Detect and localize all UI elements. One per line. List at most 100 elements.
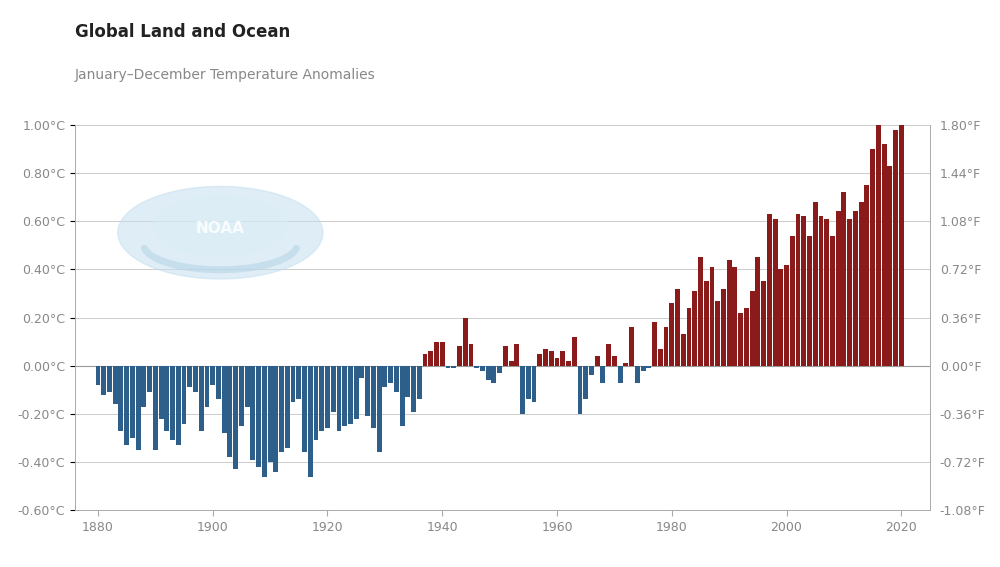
Bar: [853, 211, 858, 366]
Bar: [417, 366, 422, 400]
Bar: [176, 366, 181, 445]
Bar: [641, 366, 646, 371]
Bar: [807, 236, 812, 366]
Bar: [715, 301, 720, 366]
Bar: [612, 356, 617, 366]
Text: NOAA: NOAA: [196, 221, 245, 235]
Bar: [721, 289, 726, 366]
Bar: [543, 349, 548, 366]
Bar: [469, 344, 473, 366]
Bar: [308, 366, 313, 476]
Bar: [428, 352, 433, 366]
Bar: [342, 366, 347, 426]
Bar: [767, 214, 772, 366]
Bar: [698, 257, 703, 366]
Bar: [256, 366, 261, 467]
Bar: [738, 313, 743, 366]
Bar: [371, 366, 376, 429]
Bar: [692, 291, 697, 366]
Bar: [710, 267, 714, 366]
Bar: [159, 366, 164, 418]
Bar: [118, 366, 123, 431]
Bar: [824, 219, 829, 366]
Circle shape: [154, 196, 287, 256]
Bar: [859, 202, 864, 366]
Bar: [606, 344, 611, 366]
Bar: [319, 366, 324, 431]
Bar: [440, 341, 445, 366]
Bar: [331, 366, 336, 412]
Bar: [819, 217, 823, 366]
Bar: [325, 366, 330, 429]
Bar: [262, 366, 267, 476]
Bar: [187, 366, 192, 387]
Bar: [222, 366, 227, 433]
Bar: [784, 265, 789, 366]
Bar: [732, 267, 737, 366]
Bar: [618, 366, 623, 383]
Bar: [790, 236, 795, 366]
Bar: [681, 335, 686, 366]
Bar: [497, 366, 502, 373]
Bar: [216, 366, 221, 400]
Bar: [687, 308, 691, 366]
Bar: [623, 363, 628, 366]
Bar: [503, 346, 508, 366]
Bar: [537, 354, 542, 366]
Bar: [801, 217, 806, 366]
Bar: [405, 366, 410, 397]
Bar: [268, 366, 273, 462]
Bar: [365, 366, 370, 416]
Bar: [170, 366, 175, 441]
Bar: [899, 120, 904, 366]
Bar: [480, 366, 485, 371]
Bar: [532, 366, 536, 402]
Text: Global Land and Ocean: Global Land and Ocean: [75, 23, 290, 41]
Bar: [348, 366, 353, 424]
Bar: [526, 366, 531, 400]
Bar: [245, 366, 250, 407]
Bar: [583, 366, 588, 400]
Bar: [291, 366, 295, 402]
Bar: [205, 366, 209, 407]
Bar: [486, 366, 491, 380]
Bar: [841, 192, 846, 366]
Bar: [578, 366, 582, 414]
Bar: [400, 366, 405, 426]
Bar: [227, 366, 232, 457]
Bar: [474, 366, 479, 368]
Bar: [354, 366, 359, 418]
Bar: [101, 366, 106, 395]
Bar: [302, 366, 307, 452]
Bar: [164, 366, 169, 431]
Bar: [210, 366, 215, 385]
Bar: [182, 366, 186, 424]
Bar: [520, 366, 525, 414]
Bar: [652, 323, 657, 366]
Bar: [509, 361, 514, 366]
Text: January–December Temperature Anomalies: January–December Temperature Anomalies: [75, 68, 376, 82]
Bar: [761, 281, 766, 366]
Bar: [704, 281, 709, 366]
Bar: [314, 366, 318, 441]
Bar: [423, 354, 427, 366]
Bar: [250, 366, 255, 460]
Bar: [635, 366, 640, 383]
Bar: [141, 366, 146, 407]
Bar: [830, 236, 835, 366]
Bar: [727, 260, 732, 366]
Bar: [411, 366, 416, 412]
Bar: [566, 361, 571, 366]
Bar: [96, 366, 100, 385]
Bar: [813, 202, 818, 366]
Bar: [882, 144, 887, 366]
Bar: [434, 341, 439, 366]
Bar: [796, 214, 800, 366]
Bar: [876, 122, 881, 366]
Bar: [773, 219, 778, 366]
Bar: [750, 291, 755, 366]
Bar: [491, 366, 496, 383]
Bar: [296, 366, 301, 400]
Bar: [589, 366, 594, 375]
Bar: [147, 366, 152, 392]
